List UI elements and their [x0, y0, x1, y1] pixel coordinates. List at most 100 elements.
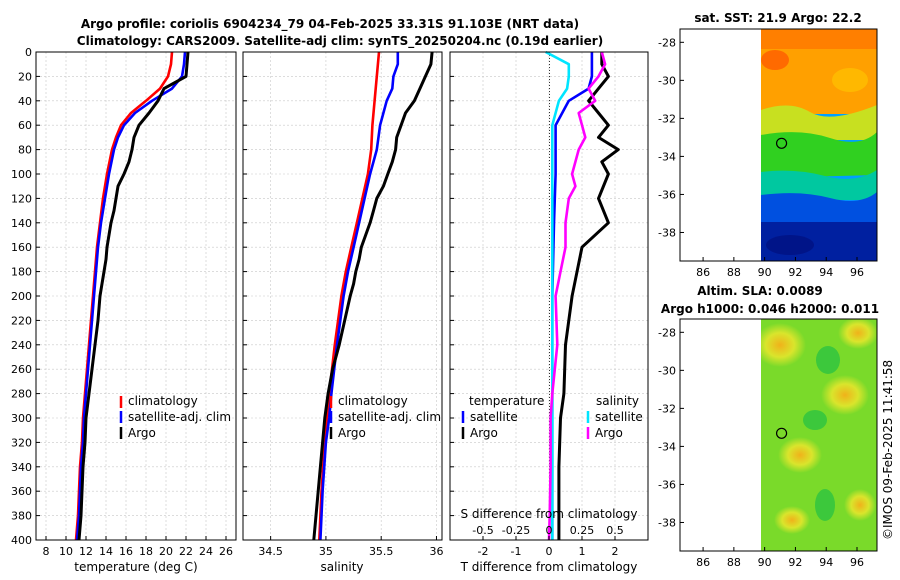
map-y-tick-label: -38: [658, 226, 676, 239]
legend-label-s-satellite: satellite: [595, 410, 643, 424]
legend-label-argo: Argo: [128, 426, 156, 440]
map-y-tick-label: -30: [658, 74, 676, 87]
sla-map-frame: [679, 318, 878, 552]
map-y-tick-label: -28: [658, 36, 676, 49]
map-y-tick-label: -36: [658, 478, 676, 491]
temperature-legend: climatology satellite-adj. clim Argo: [119, 394, 231, 440]
x-tick-label: 2: [612, 545, 619, 558]
legend-header-salinity: salinity: [596, 394, 639, 408]
y-tick-label: 220: [11, 314, 32, 327]
y-tick-label: 240: [11, 339, 32, 352]
map-y-tick-label: -32: [658, 112, 676, 125]
series-line-s-satellite: [545, 50, 571, 540]
land-mask: [680, 319, 761, 551]
map-x-tick-label: 86: [696, 266, 710, 279]
x-tick-label: 24: [199, 545, 213, 558]
y-tick-label: 340: [11, 461, 32, 474]
series-line-argo: [312, 51, 434, 541]
difference-top-xlabel: S difference from climatology: [461, 507, 638, 521]
title-line-2: Climatology: CARS2009. Satellite-adj cli…: [77, 34, 603, 49]
map-x-tick-label: 88: [727, 556, 741, 569]
y-tick-label: 0: [25, 46, 32, 59]
legend-label-climatology: climatology: [128, 394, 198, 408]
salinity-panel: 34.5 35 35.5 36 salinity climatology satell…: [242, 51, 443, 574]
map-x-tick-label: 90: [758, 556, 772, 569]
map-x-tick-label: 88: [727, 266, 741, 279]
x-tick-label: 8: [43, 545, 50, 558]
top-x-tick-label: 0.25: [570, 524, 595, 537]
x-tick-label: 35: [319, 545, 333, 558]
x-tick-label: 34.5: [258, 545, 283, 558]
x-tick-label: -1: [511, 545, 522, 558]
map-x-tick-label: 92: [788, 556, 802, 569]
sla-map-subtitle: Argo h1000: 0.046 h2000: 0.011: [661, 302, 879, 316]
sst-map-title: sat. SST: 21.9 Argo: 22.2: [694, 11, 861, 25]
map-x-tick-label: 96: [850, 266, 864, 279]
legend-header-temperature: temperature: [469, 394, 544, 408]
x-tick-label: 12: [79, 545, 93, 558]
y-tick-label: 280: [11, 388, 32, 401]
series-line-satellite-adj-clim: [319, 52, 400, 541]
temperature-panel: 0 20 40 60 80 100 120 140 160 180 200 220 240 260 280 3…: [11, 46, 237, 574]
x-tick-label: 36: [429, 545, 443, 558]
y-tick-label: 160: [11, 241, 32, 254]
x-tick-label: 10: [59, 545, 73, 558]
sla-map-title: Altim. SLA: 0.0089: [697, 284, 823, 298]
x-tick-label: 0: [546, 545, 553, 558]
series-line-satellite-adj-clim: [75, 51, 187, 541]
map-y-tick-label: -34: [658, 440, 676, 453]
top-x-tick-label: -0.5: [472, 524, 493, 537]
x-tick-label: 16: [119, 545, 133, 558]
map-x-tick-label: 90: [758, 266, 772, 279]
x-tick-label: 1: [579, 545, 586, 558]
legend-label-argo: Argo: [338, 426, 366, 440]
top-x-tick-label: 0.5: [606, 524, 624, 537]
timestamp-stamp: ©IMOS 09-Feb-2025 11:41:58: [881, 360, 895, 540]
y-tick-label: 60: [18, 119, 32, 132]
x-tick-label: 20: [159, 545, 173, 558]
y-tick-label: 140: [11, 217, 32, 230]
land-mask: [680, 29, 761, 261]
legend-label-s-argo: Argo: [595, 426, 623, 440]
sla-map: 86 88 90 92 94 96 -28 -30 -32 -34 -36 -38: [658, 318, 878, 569]
sst-field: [761, 29, 877, 261]
map-x-tick-label: 96: [850, 556, 864, 569]
y-tick-label: 320: [11, 436, 32, 449]
map-x-tick-label: 94: [819, 556, 833, 569]
x-tick-label: -2: [478, 545, 489, 558]
series-line-s-argo: [547, 51, 607, 541]
y-tick-label: 20: [18, 70, 32, 83]
y-tick-label: 120: [11, 192, 32, 205]
series-line-argo: [77, 51, 190, 541]
map-x-tick-label: 92: [788, 266, 802, 279]
series-line-t-argo: [557, 52, 620, 540]
argo-position-marker: [775, 137, 788, 149]
map-x-tick-label: 86: [696, 556, 710, 569]
argo-position-marker: [775, 427, 788, 439]
x-tick-label: 22: [179, 545, 193, 558]
y-tick-label: 380: [11, 510, 32, 523]
y-tick-label: 200: [11, 290, 32, 303]
difference-legend: temperature satellite Argo salinity sate…: [461, 394, 643, 440]
sst-map: 86 88 90 92 94 96 -28 -30 -32 -34 -36 -38: [658, 28, 878, 279]
map-y-tick-label: -34: [658, 150, 676, 163]
title-line-1: Argo profile: coriolis 6904234_79 04-Feb…: [81, 17, 579, 32]
x-tick-label: 35.5: [369, 545, 394, 558]
top-x-tick-label: -0.25: [502, 524, 530, 537]
map-x-tick-label: 94: [819, 266, 833, 279]
y-tick-label: 300: [11, 412, 32, 425]
x-tick-label: 26: [219, 545, 233, 558]
y-tick-label: 400: [11, 534, 32, 547]
y-tick-label: 180: [11, 266, 32, 279]
legend-label-satellite: satellite-adj. clim: [338, 410, 441, 424]
map-y-tick-label: -38: [658, 516, 676, 529]
legend-label-t-argo: Argo: [470, 426, 498, 440]
legend-label-climatology: climatology: [338, 394, 408, 408]
sla-field: [761, 319, 877, 551]
x-tick-label: 18: [139, 545, 153, 558]
x-tick-label: 14: [99, 545, 113, 558]
y-tick-label: 40: [18, 95, 32, 108]
legend-label-satellite: satellite-adj. clim: [128, 410, 231, 424]
map-y-tick-label: -36: [658, 188, 676, 201]
